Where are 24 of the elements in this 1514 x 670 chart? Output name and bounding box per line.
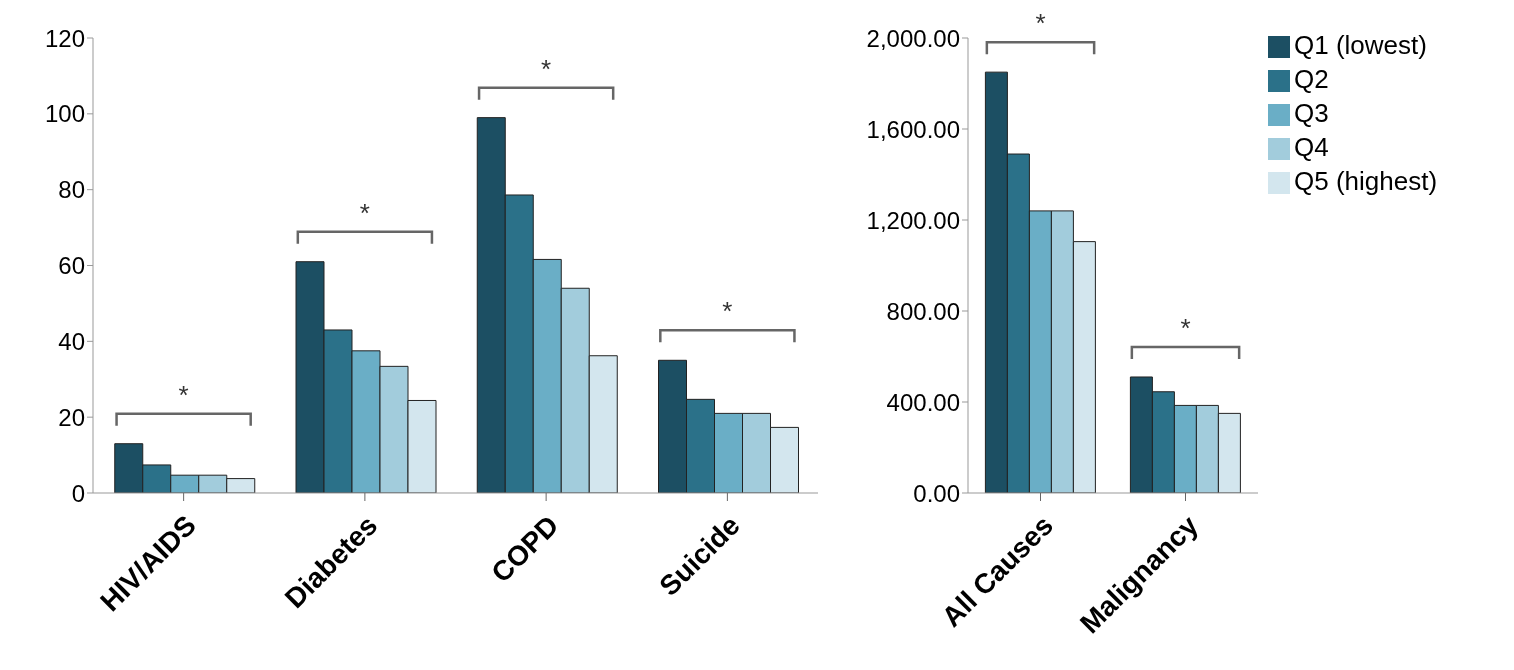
y-tick-label: 0.00 xyxy=(913,479,960,507)
annotation: * xyxy=(359,197,370,228)
y-tick-label: 1,200.00 xyxy=(866,206,960,234)
y-tick-label: 1,600.00 xyxy=(866,115,960,143)
annotation: * xyxy=(722,296,733,327)
y-tick-label: 800.00 xyxy=(886,297,960,325)
annotation: * xyxy=(178,379,189,410)
y-tick-label: 80 xyxy=(58,176,85,204)
y-tick-label: 20 xyxy=(58,403,85,431)
annotation: * xyxy=(1035,8,1046,39)
annotation: * xyxy=(1180,312,1191,343)
y-tick-label: 0 xyxy=(71,479,85,507)
y-tick-label: 120 xyxy=(44,24,85,52)
legend-label: Q2 xyxy=(1294,64,1329,94)
legend-label: Q3 xyxy=(1294,98,1329,128)
y-tick-label: 40 xyxy=(58,327,85,355)
legend-label: Q1 (lowest) xyxy=(1294,30,1427,60)
y-tick-label: 2,000.00 xyxy=(866,24,960,52)
y-tick-label: 100 xyxy=(44,100,85,128)
y-tick-label: 60 xyxy=(58,252,85,280)
legend-label: Q4 xyxy=(1294,132,1329,162)
y-tick-label: 400.00 xyxy=(886,388,960,416)
annotation: * xyxy=(541,53,552,84)
legend-label: Q5 (highest) xyxy=(1294,166,1438,196)
